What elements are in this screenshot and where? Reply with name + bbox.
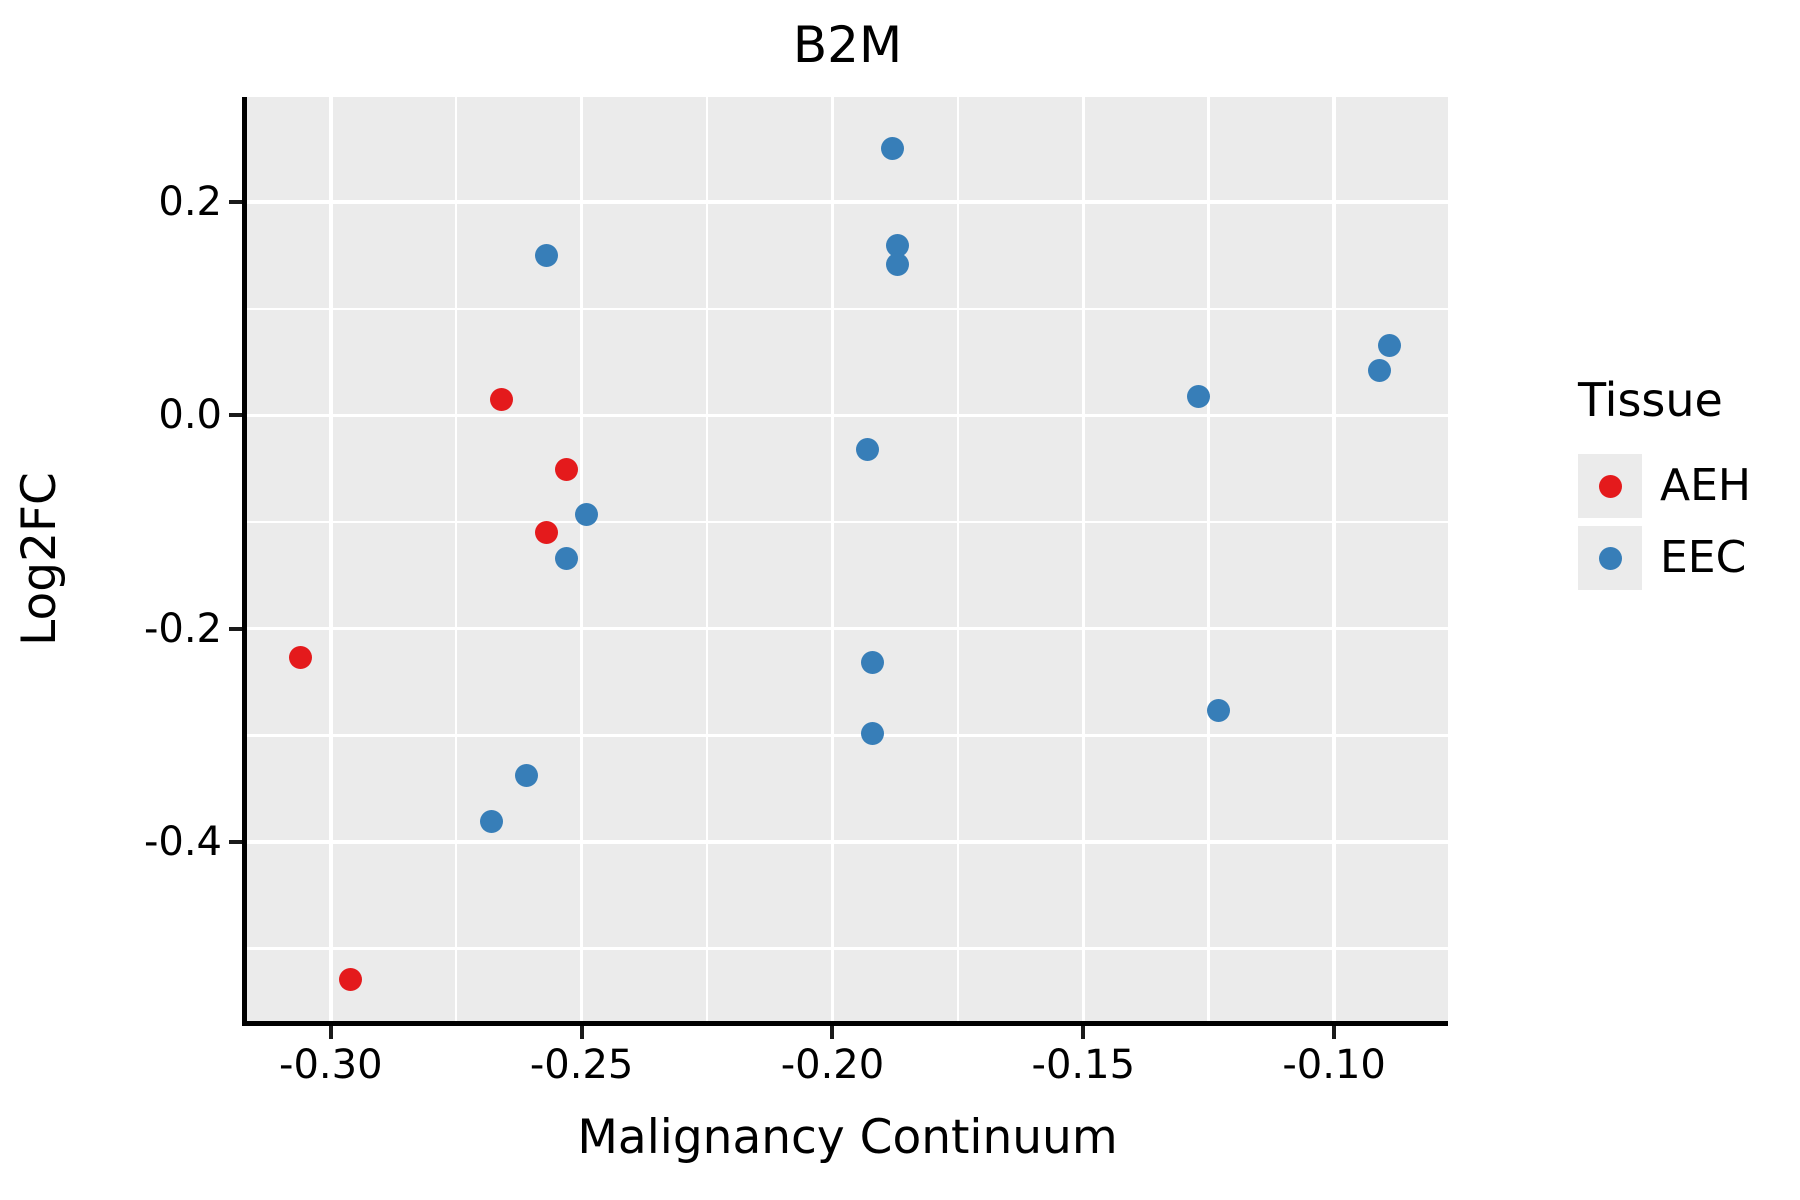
y-tick [229, 840, 242, 845]
x-tick [830, 1026, 835, 1039]
x-major-gridline [830, 97, 835, 1021]
x-major-gridline [579, 97, 584, 1021]
data-point-eec [1187, 384, 1211, 408]
x-tick [1081, 1026, 1086, 1039]
y-major-gridline [247, 626, 1448, 631]
plot-panel [247, 97, 1448, 1021]
data-point-eec [861, 651, 885, 675]
data-point-eec [1367, 359, 1391, 383]
legend-label-eec: EEC [1660, 532, 1747, 583]
y-tick [229, 626, 242, 631]
x-major-gridline [1081, 97, 1086, 1021]
x-tick-label: -0.30 [279, 1042, 383, 1088]
legend-key-aeh [1578, 454, 1642, 518]
y-tick-label: -0.4 [143, 819, 222, 866]
legend-dot-eec-icon [1598, 546, 1622, 570]
y-axis-line [242, 97, 247, 1026]
x-tick-label: -0.25 [529, 1042, 634, 1088]
legend-dot-aeh-icon [1598, 474, 1622, 498]
y-tick [229, 200, 242, 205]
data-point-eec [881, 137, 905, 161]
data-point-eec [555, 546, 579, 570]
x-tick-label: -0.10 [1282, 1042, 1386, 1088]
x-tick-label: -0.20 [780, 1042, 885, 1088]
y-tick-label: -0.2 [143, 605, 222, 652]
y-axis-title: Log2FC [12, 472, 67, 646]
data-point-eec [886, 252, 910, 276]
data-point-aeh [289, 646, 313, 670]
data-point-eec [534, 243, 558, 267]
x-tick [579, 1026, 584, 1039]
x-tick-label: -0.15 [1031, 1042, 1136, 1088]
y-tick [229, 413, 242, 418]
y-tick-label: 0.2 [158, 179, 222, 226]
data-point-aeh [555, 458, 579, 482]
legend-label-aeh: AEH [1660, 460, 1751, 511]
data-point-aeh [339, 968, 363, 992]
x-axis-line [242, 1021, 1448, 1026]
y-minor-gridline [247, 307, 1448, 311]
y-major-gridline [247, 840, 1448, 844]
legend-key-eec [1578, 526, 1642, 590]
y-major-gridline [247, 413, 1448, 418]
data-point-eec [479, 810, 503, 834]
data-point-eec [886, 234, 910, 258]
data-point-eec [856, 438, 880, 462]
x-tick [328, 1026, 333, 1039]
x-axis-title: Malignancy Continuum [577, 1110, 1118, 1165]
y-minor-gridline [247, 734, 1448, 737]
data-point-aeh [534, 521, 558, 545]
legend-entry-aeh: AEH [1578, 454, 1751, 518]
x-major-gridline [1332, 97, 1336, 1021]
legend-title: Tissue [1578, 373, 1723, 427]
plot-title: B2M [792, 16, 903, 74]
data-point-eec [1377, 333, 1401, 357]
x-tick [1332, 1026, 1337, 1039]
x-minor-gridline [1207, 97, 1210, 1021]
data-point-eec [514, 764, 538, 788]
y-minor-gridline [247, 520, 1448, 524]
y-major-gridline [247, 200, 1448, 204]
legend: Tissue AEH EEC [1578, 372, 1751, 598]
legend-entry-eec: EEC [1578, 526, 1751, 590]
data-point-eec [861, 721, 885, 745]
x-minor-gridline [705, 97, 709, 1021]
y-minor-gridline [247, 947, 1448, 950]
data-point-eec [1207, 699, 1231, 723]
x-major-gridline [329, 97, 333, 1021]
x-minor-gridline [956, 97, 960, 1021]
data-point-aeh [489, 387, 513, 411]
data-point-eec [575, 503, 599, 527]
x-minor-gridline [454, 97, 458, 1021]
y-tick-label: 0.0 [158, 392, 222, 439]
